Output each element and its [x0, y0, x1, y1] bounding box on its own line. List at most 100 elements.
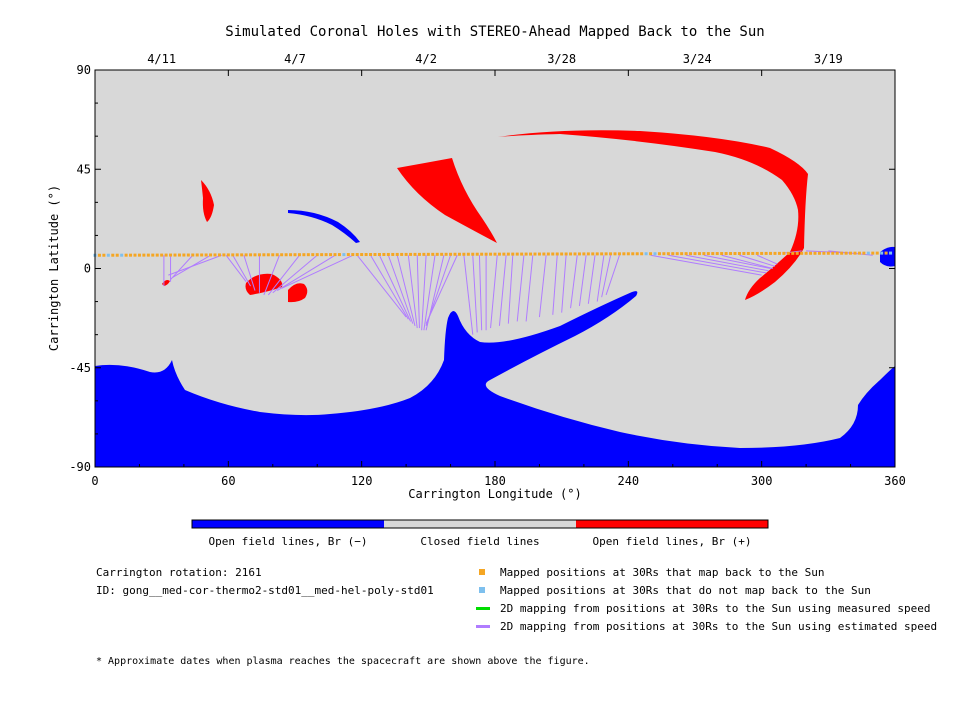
estimated-mapping-line: [757, 254, 778, 265]
mapped-position: [764, 251, 768, 255]
mapped-position: [697, 252, 701, 256]
small-positive-coronal-hole-south-b: [288, 283, 308, 303]
mapped-position: [466, 252, 470, 256]
estimated-mapping-line: [538, 255, 547, 318]
x-axis: 0 60 120 180 240 300 360: [91, 70, 906, 488]
mapped-position: [582, 252, 586, 256]
mapped-position: [97, 253, 101, 257]
mapped-position: [266, 253, 270, 257]
colorbar-positive: [576, 520, 768, 528]
mapped-position: [529, 252, 533, 256]
mapped-position: [769, 251, 773, 255]
x-axis-label: Carrington Longitude (°): [408, 487, 581, 501]
estimated-mapping-line: [478, 255, 483, 331]
legend-label-not-mapped: Mapped positions at 30Rs that do not map…: [500, 584, 871, 597]
mapped-position: [302, 253, 306, 257]
mapped-position: [253, 253, 257, 257]
mapped-position: [409, 252, 413, 256]
mapped-position: [640, 252, 644, 256]
mapped-position: [684, 252, 688, 256]
colorbar-frame: [191, 519, 769, 529]
estimated-mapping-line: [232, 255, 251, 287]
mapped-position: [537, 252, 541, 256]
mapped-position: [546, 252, 550, 256]
estimated-mapping-line: [370, 255, 409, 320]
mapped-position: [173, 253, 177, 257]
estimated-mapping-line: [267, 254, 300, 296]
mapped-position: [169, 253, 173, 257]
mapped-position: [533, 252, 537, 256]
mapped-position: [737, 251, 741, 255]
mapped-position: [524, 252, 528, 256]
mapped-position: [217, 253, 221, 257]
top-date-label: 3/28: [547, 52, 576, 66]
mapped-position: [569, 252, 573, 256]
mapped-position: [755, 251, 759, 255]
mapped-position: [351, 253, 355, 257]
mapped-position: [213, 253, 217, 257]
estimated-mapping-line: [378, 255, 412, 322]
mapped-position: [146, 253, 150, 257]
mapped-position: [609, 252, 613, 256]
mapped-position: [773, 251, 777, 255]
mapped-position: [817, 251, 821, 255]
estimated-mapping-line: [578, 255, 587, 307]
legend-label-mapped: Mapped positions at 30Rs that map back t…: [500, 566, 825, 579]
estimated-mapping-line: [587, 255, 596, 304]
y-tick-label: 0: [84, 262, 91, 276]
mapped-position: [244, 253, 248, 257]
mapped-position: [395, 252, 399, 256]
mapped-position: [786, 251, 790, 255]
mapped-position: [622, 252, 626, 256]
estimated-mapping-line: [243, 255, 256, 291]
mapped-position: [551, 252, 555, 256]
mapped-position: [382, 252, 386, 256]
mapped-position: [591, 252, 595, 256]
colorbar-label-positive: Open field lines, Br (+): [593, 535, 752, 548]
mapped-position: [502, 252, 506, 256]
mapped-position: [324, 253, 328, 257]
x-tick-label: 0: [91, 474, 98, 488]
chart-title: Simulated Coronal Holes with STEREO-Ahea…: [225, 24, 764, 40]
colorbar-label-negative: Open field lines, Br (−): [209, 535, 368, 548]
mapped-position: [671, 252, 675, 256]
estimated-mapping-line: [668, 254, 767, 274]
mapped-position: [293, 253, 297, 257]
mapped-position: [844, 251, 848, 255]
mapped-position: [297, 253, 301, 257]
top-date-label: 3/24: [683, 52, 712, 66]
mapped-position: [795, 251, 799, 255]
x-tick-label: 180: [484, 474, 506, 488]
mapped-position: [729, 252, 733, 256]
estimated-mapping-line: [498, 255, 507, 326]
mapped-position: [746, 251, 750, 255]
mapped-position: [751, 251, 755, 255]
mapped-position: [826, 251, 830, 255]
not-mapped-position: [106, 253, 110, 257]
mapped-position: [329, 253, 333, 257]
y-tick-label: -90: [69, 460, 91, 474]
legend-label-measured: 2D mapping from positions at 30Rs to the…: [500, 602, 931, 615]
mapped-position: [471, 252, 475, 256]
mapped-position: [506, 252, 510, 256]
mapped-position: [151, 253, 155, 257]
mapped-position: [555, 252, 559, 256]
estimated-mapping-line: [525, 255, 534, 322]
mapped-position: [577, 252, 581, 256]
mapped-position: [111, 253, 115, 257]
mapped-position: [560, 252, 564, 256]
south-negative-coronal-hole: [95, 291, 895, 467]
mapped-position: [249, 253, 253, 257]
mapped-position: [404, 252, 408, 256]
y-axis: 90 45 0 -45 -90: [69, 63, 895, 474]
mapped-position: [160, 253, 164, 257]
y-tick-label: 45: [77, 162, 91, 176]
mapped-position: [191, 253, 195, 257]
estimated-mapping-line: [416, 255, 420, 329]
mapped-position: [564, 252, 568, 256]
estimated-mapping-line: [425, 255, 458, 324]
estimated-mapping-line: [650, 254, 762, 276]
mapped-position: [733, 252, 737, 256]
mapped-position: [280, 253, 284, 257]
mapped-position: [306, 253, 310, 257]
